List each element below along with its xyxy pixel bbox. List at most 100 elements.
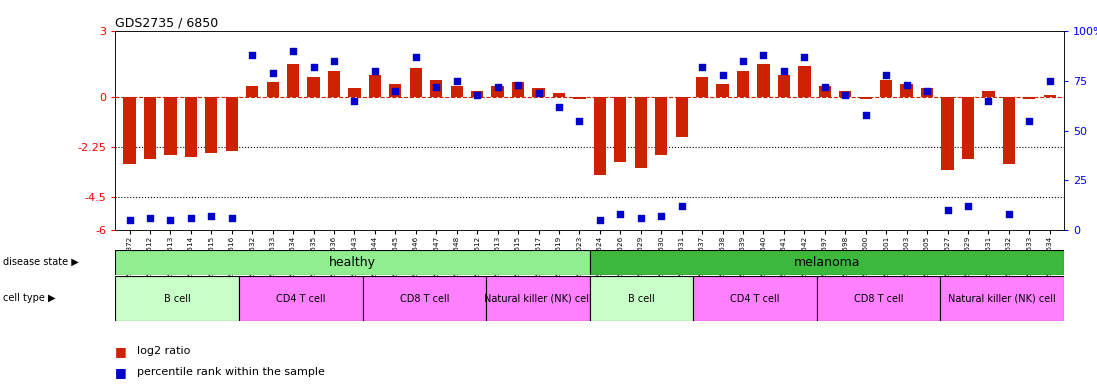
- Bar: [123, 97, 136, 164]
- Bar: [982, 91, 995, 97]
- Text: healthy: healthy: [329, 256, 376, 268]
- Point: [509, 81, 527, 88]
- Bar: [512, 82, 524, 97]
- Bar: [205, 97, 217, 153]
- Bar: [328, 71, 340, 97]
- Bar: [635, 97, 647, 168]
- Bar: [239, 276, 363, 321]
- Bar: [614, 97, 626, 162]
- Point: [244, 51, 261, 58]
- Point: [530, 89, 547, 96]
- Point: [161, 217, 179, 223]
- Point: [551, 104, 568, 110]
- Point: [878, 71, 895, 78]
- Bar: [532, 88, 544, 97]
- Point: [346, 98, 363, 104]
- Point: [939, 207, 957, 214]
- Point: [570, 118, 588, 124]
- Point: [121, 217, 138, 223]
- Bar: [486, 276, 590, 321]
- Bar: [115, 276, 239, 321]
- Point: [672, 204, 690, 210]
- Bar: [590, 276, 693, 321]
- Point: [611, 211, 629, 217]
- Point: [980, 98, 997, 104]
- Text: CD8 T cell: CD8 T cell: [853, 293, 903, 304]
- Point: [795, 54, 813, 60]
- Text: GDS2735 / 6850: GDS2735 / 6850: [115, 17, 218, 30]
- Bar: [471, 91, 484, 97]
- Bar: [839, 91, 851, 97]
- Point: [223, 215, 240, 222]
- Point: [448, 78, 465, 84]
- Bar: [491, 86, 504, 97]
- Text: CD4 T cell: CD4 T cell: [730, 293, 779, 304]
- Bar: [430, 79, 442, 97]
- Bar: [778, 75, 790, 97]
- Point: [897, 81, 915, 88]
- Text: percentile rank within the sample: percentile rank within the sample: [137, 367, 325, 377]
- Bar: [115, 250, 590, 275]
- Bar: [860, 97, 872, 99]
- Bar: [246, 86, 258, 97]
- Text: ■: ■: [115, 366, 131, 379]
- Bar: [799, 66, 811, 97]
- Point: [1000, 211, 1018, 217]
- Bar: [940, 276, 1064, 321]
- Point: [325, 58, 342, 64]
- Point: [1041, 78, 1059, 84]
- Point: [407, 54, 425, 60]
- Bar: [287, 64, 299, 97]
- Point: [305, 64, 323, 70]
- Point: [653, 214, 670, 220]
- Text: disease state ▶: disease state ▶: [3, 257, 79, 267]
- Point: [366, 68, 384, 74]
- Text: log2 ratio: log2 ratio: [137, 346, 191, 356]
- Bar: [818, 86, 830, 97]
- Bar: [389, 84, 402, 97]
- Text: melanoma: melanoma: [793, 256, 860, 268]
- Bar: [693, 276, 816, 321]
- Text: CD8 T cell: CD8 T cell: [400, 293, 450, 304]
- Point: [468, 91, 486, 98]
- Point: [959, 204, 976, 210]
- Point: [734, 58, 751, 64]
- Text: ■: ■: [115, 345, 131, 358]
- Point: [1020, 118, 1038, 124]
- Bar: [451, 86, 463, 97]
- Bar: [901, 84, 913, 97]
- Point: [776, 68, 793, 74]
- Bar: [593, 97, 606, 175]
- Bar: [1024, 97, 1036, 99]
- Bar: [144, 97, 156, 159]
- Point: [693, 64, 711, 70]
- Bar: [165, 97, 177, 155]
- Bar: [816, 276, 940, 321]
- Bar: [267, 82, 279, 97]
- Bar: [307, 77, 319, 97]
- Point: [142, 215, 159, 222]
- Text: B cell: B cell: [163, 293, 191, 304]
- Point: [264, 70, 282, 76]
- Bar: [941, 97, 953, 170]
- Bar: [737, 71, 749, 97]
- Text: Natural killer (NK) cell: Natural killer (NK) cell: [948, 293, 1056, 304]
- Point: [714, 71, 732, 78]
- Bar: [921, 88, 934, 97]
- Point: [837, 91, 855, 98]
- Point: [591, 217, 609, 223]
- Point: [632, 215, 649, 222]
- Bar: [349, 88, 361, 97]
- Bar: [716, 84, 728, 97]
- Bar: [553, 93, 565, 97]
- Point: [428, 84, 445, 90]
- Bar: [757, 64, 770, 97]
- Bar: [409, 68, 422, 97]
- Bar: [226, 97, 238, 151]
- Text: Natural killer (NK) cell: Natural killer (NK) cell: [484, 293, 592, 304]
- Bar: [1043, 95, 1056, 97]
- Bar: [880, 79, 892, 97]
- Point: [489, 84, 507, 90]
- Bar: [590, 250, 1064, 275]
- Bar: [184, 97, 197, 157]
